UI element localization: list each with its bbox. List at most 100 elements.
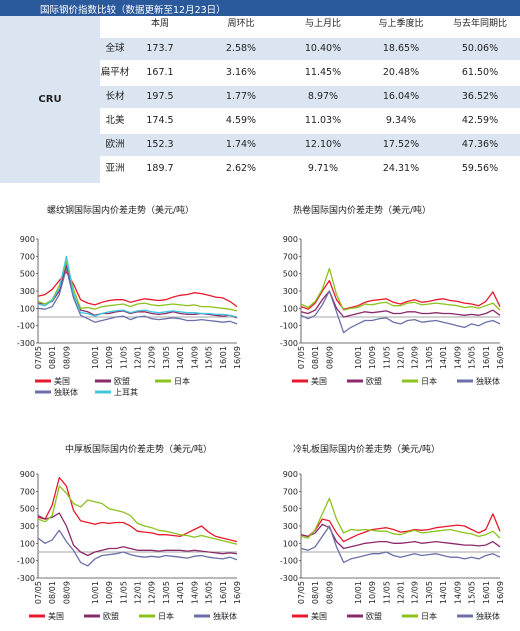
- table-cell: 174.5: [146, 115, 174, 126]
- y-tick-label: -300: [17, 574, 35, 583]
- x-tick-label: 10/01: [91, 581, 100, 604]
- x-tick-label: 14/09: [453, 346, 462, 369]
- column-header: 与上月比: [304, 19, 341, 29]
- table-cell: 36.52%: [461, 91, 499, 102]
- legend-label: 独联体: [213, 611, 237, 621]
- series-line-0: [300, 279, 501, 310]
- legend-label: 日本: [174, 376, 190, 386]
- hot-coil-spread-plot: -300 -100 100 300 500 700 900 07/05 08/01 08/09 10…: [280, 235, 505, 386]
- y-tick-label: -300: [280, 574, 298, 583]
- hot-coil-spread-chart: 热卷国际国内价差走势（美元/吨） -300 -100 100 300 500 700 900…: [268, 203, 513, 418]
- series-line-1: [300, 523, 501, 550]
- y-tick-label: -100: [280, 557, 298, 566]
- legend-label: 欧盟: [114, 376, 130, 386]
- table-cell: 173.7: [146, 43, 174, 54]
- table-cell: 8.97%: [307, 91, 339, 102]
- y-tick-label: 100: [283, 539, 298, 548]
- x-tick-label: 16/01: [219, 346, 228, 369]
- table-row: 长材 197.5 1.77% 8.97% 16.04% 36.52%: [100, 86, 520, 108]
- x-tick-label: 08/09: [62, 346, 71, 369]
- legend-label: 欧盟: [366, 376, 382, 386]
- y-tick-label: 300: [20, 522, 35, 531]
- x-tick-label: 08/01: [48, 346, 57, 369]
- column-header: 与去年同期比: [452, 19, 507, 29]
- x-tick-label: 14/09: [453, 581, 462, 604]
- y-tick-label: -100: [17, 322, 35, 331]
- row-region-label: 扁平材: [100, 67, 130, 78]
- chart-title: 冷轧板国际国内价差走势（美元/吨）: [293, 445, 441, 455]
- x-tick-label: 11/05: [382, 581, 391, 604]
- series-line-2: [300, 267, 501, 311]
- table-cell: 17.52%: [382, 139, 420, 150]
- y-tick-label: 900: [20, 470, 35, 479]
- y-tick-label: 300: [20, 287, 35, 296]
- y-tick-label: 300: [283, 287, 298, 296]
- table-cell: 2.62%: [225, 163, 257, 174]
- x-tick-label: 13/05: [162, 346, 171, 369]
- table-cell: 42.59%: [461, 115, 499, 126]
- x-tick-label: 16/01: [482, 581, 491, 604]
- table-cell: 47.36%: [461, 139, 499, 150]
- table-cell: 152.3: [146, 139, 174, 150]
- chart-title: 热卷国际国内价差走势（美元/吨）: [293, 206, 432, 216]
- x-tick-label: 12/09: [411, 581, 420, 604]
- y-tick-label: 100: [20, 539, 35, 548]
- x-tick-label: 13/05: [425, 346, 434, 369]
- row-region-label: 北美: [105, 115, 125, 126]
- legend-label: 日本: [421, 376, 437, 386]
- plate-spread-plot: -300 -100 100 300 500 700 900 07/05 08/01 08/09 10…: [17, 470, 242, 621]
- cold-rolled-spread-chart: 冷轧板国际国内价差走势（美元/吨） -300 -100 100 300 500 700 90…: [268, 412, 513, 627]
- column-header: 周环比: [227, 19, 255, 29]
- legend-label: 日本: [158, 611, 174, 621]
- table-cell: 16.04%: [382, 91, 420, 102]
- index-name: CRU: [38, 94, 62, 105]
- table-row: 亚洲 189.7 2.62% 9.71% 24.31% 59.56%: [100, 158, 520, 180]
- table-cell: 9.71%: [307, 163, 339, 174]
- x-tick-label: 12/09: [148, 581, 157, 604]
- index-name-cell: CRU: [0, 16, 100, 183]
- x-tick-label: 16/09: [233, 346, 242, 369]
- y-tick-label: 900: [283, 235, 298, 244]
- table-cell: 167.1: [146, 67, 174, 78]
- legend-label: 美国: [54, 376, 70, 386]
- x-tick-label: 12/01: [397, 581, 406, 604]
- x-tick-label: 16/01: [219, 581, 228, 604]
- series-line-3: [37, 529, 238, 567]
- series-line-1: [300, 290, 501, 318]
- plate-spread-chart: 中厚板国际国内价差走势（美元/吨） -300 -100 100 300 500 700 90…: [5, 412, 250, 627]
- table-title: 国际钢价指数比较（数据更新至12月23日）: [40, 5, 226, 16]
- series-line-0: [37, 476, 238, 543]
- x-tick-label: 11/05: [119, 581, 128, 604]
- x-tick-label: 15/05: [468, 346, 477, 369]
- x-tick-label: 14/01: [439, 581, 448, 604]
- chart-title: 中厚板国际国内价差走势（美元/吨）: [65, 445, 213, 455]
- series-line-3: [300, 525, 501, 564]
- x-tick-label: 16/01: [482, 346, 491, 369]
- x-tick-label: 13/05: [425, 581, 434, 604]
- series-line-2: [37, 485, 238, 545]
- legend-label: 美国: [311, 376, 327, 386]
- table-cell: 11.03%: [304, 115, 342, 126]
- x-tick-label: 14/01: [439, 346, 448, 369]
- x-tick-label: 07/05: [297, 581, 306, 604]
- series-line-2: [37, 260, 238, 312]
- y-tick-label: 100: [283, 304, 298, 313]
- x-tick-label: 16/09: [496, 581, 505, 604]
- x-tick-label: 15/05: [468, 581, 477, 604]
- table-cell: 2.58%: [225, 43, 257, 54]
- table-cell: 61.50%: [461, 67, 499, 78]
- x-tick-label: 10/01: [91, 346, 100, 369]
- table-row: 全球 173.7 2.58% 10.40% 18.65% 50.06%: [100, 38, 520, 60]
- chart-title: 螺纹钢国际国内价差走势（美元/吨）: [47, 206, 195, 216]
- x-tick-label: 08/01: [311, 346, 320, 369]
- legend-label: 独联体: [54, 387, 78, 397]
- x-tick-label: 15/05: [205, 346, 214, 369]
- row-region-label: 亚洲: [105, 163, 125, 174]
- y-tick-label: 700: [283, 252, 298, 261]
- table-cell: 12.10%: [304, 139, 342, 150]
- series-line-0: [300, 513, 501, 543]
- x-tick-label: 10/01: [354, 346, 363, 369]
- x-tick-label: 07/05: [297, 346, 306, 369]
- table-cell: 1.74%: [225, 139, 257, 150]
- series-line-1: [37, 512, 238, 557]
